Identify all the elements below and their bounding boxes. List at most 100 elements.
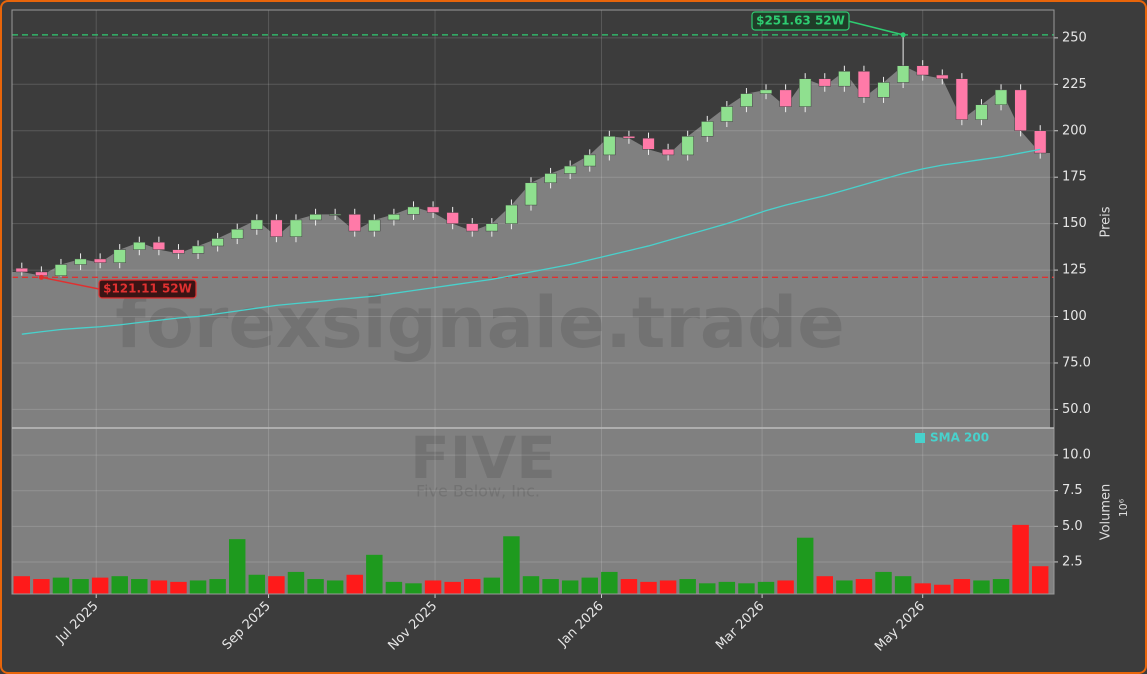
volume-bar — [561, 580, 579, 594]
candle-body — [701, 121, 714, 137]
price-area — [12, 65, 1050, 428]
x-tick-label: Jan 2026 — [555, 599, 607, 651]
volume-bar — [307, 579, 324, 594]
volume-bar — [131, 579, 148, 594]
volume-bar — [72, 579, 89, 594]
volume-bar — [934, 584, 951, 594]
volume-bar — [248, 574, 266, 594]
volume-bar — [444, 581, 461, 594]
volume-bar — [816, 576, 833, 594]
y2-tick-label: 7.5 — [1062, 483, 1083, 498]
candle-body — [15, 267, 28, 273]
legend-swatch — [915, 433, 925, 443]
candle-body — [348, 214, 361, 232]
plot — [12, 65, 1054, 594]
volume-bar — [52, 577, 70, 594]
volume-bar — [13, 576, 31, 594]
candle-body — [896, 65, 910, 83]
candle-body — [231, 228, 244, 239]
y-tick-label: 225 — [1062, 77, 1087, 92]
arrow-head — [900, 32, 906, 38]
volume-bar — [385, 581, 403, 594]
y-tick-label: 250 — [1062, 30, 1087, 45]
y-tick-label: 50.0 — [1062, 402, 1091, 417]
volume-bar — [1031, 566, 1049, 594]
volume-bar — [973, 580, 990, 594]
candle-body — [994, 89, 1008, 105]
annotation-arrow — [847, 20, 904, 36]
candle-body — [759, 89, 773, 94]
volume-panel — [12, 428, 1054, 594]
candle-body — [329, 214, 342, 216]
candle-body — [211, 238, 224, 247]
candle-body — [838, 71, 851, 87]
volume-bar — [229, 539, 246, 594]
volume-bar — [875, 571, 892, 594]
volume-bar — [346, 574, 363, 594]
candle-body — [524, 182, 538, 206]
candle-body — [583, 154, 596, 167]
candle-body — [94, 258, 107, 263]
candle-body — [505, 204, 518, 224]
candle-body — [975, 104, 988, 120]
y-tick-label: 150 — [1062, 216, 1087, 231]
volume-bar — [953, 579, 971, 594]
volume-bar — [894, 576, 912, 594]
y2-tick-label: 10.0 — [1062, 448, 1091, 463]
annotation-arrow — [41, 276, 100, 290]
volume-bar — [189, 580, 207, 594]
candle-body — [152, 241, 166, 250]
candle-body — [681, 136, 694, 156]
volume-bar — [209, 579, 226, 594]
y-tick-label: 75.0 — [1062, 355, 1091, 370]
candle-body — [544, 173, 557, 184]
watermark: forexsignale.trade — [115, 282, 844, 364]
volume-bar — [111, 576, 128, 594]
y-tick-label: 100 — [1062, 309, 1087, 324]
annotation-label: $251.63 52W — [756, 14, 845, 28]
volume-bar — [581, 577, 598, 594]
candle-body — [1014, 89, 1027, 132]
candle-body — [485, 223, 498, 232]
volume-bar — [777, 580, 794, 594]
plot-frame — [11, 9, 1055, 595]
volume-bar — [640, 581, 657, 594]
candle-body — [818, 78, 831, 87]
candle-body — [113, 249, 126, 263]
volume-bar — [699, 583, 716, 594]
candle-body — [877, 82, 890, 98]
candle-body — [309, 214, 322, 221]
candle-body — [368, 219, 381, 232]
x-tick-label: Jul 2025 — [53, 599, 102, 648]
y-tick-label: 200 — [1062, 123, 1087, 138]
candle-body — [779, 89, 792, 107]
volume-bar — [738, 583, 755, 594]
sma-line — [21, 148, 1041, 335]
y-axis-label: Preis — [1099, 206, 1114, 237]
candle-body — [387, 214, 401, 221]
y2-axis-label: Volumen — [1099, 484, 1114, 541]
candle-body — [740, 93, 753, 107]
legend-label: SMA 200 — [930, 431, 989, 445]
volume-bar — [366, 554, 383, 594]
volume-bar — [836, 580, 853, 594]
y2-tick-label: 2.5 — [1062, 554, 1083, 569]
volume-bar — [914, 583, 931, 594]
candle-body — [799, 78, 812, 107]
volume-bar — [659, 580, 677, 594]
candle-body — [661, 149, 675, 156]
candle-body — [426, 206, 440, 213]
candle-body — [191, 245, 205, 254]
volume-bar — [620, 579, 638, 594]
candle-body — [270, 219, 283, 237]
annotation-box — [98, 279, 197, 299]
volume-bar — [170, 581, 187, 594]
volume-bar — [33, 579, 50, 594]
candle-body — [250, 219, 263, 230]
y-tick-label: 125 — [1062, 263, 1087, 278]
x-tick-label: Sep 2025 — [220, 599, 274, 653]
y-tick-label: 175 — [1062, 170, 1087, 185]
volume-bar — [601, 571, 618, 594]
volume-bar — [522, 576, 540, 594]
